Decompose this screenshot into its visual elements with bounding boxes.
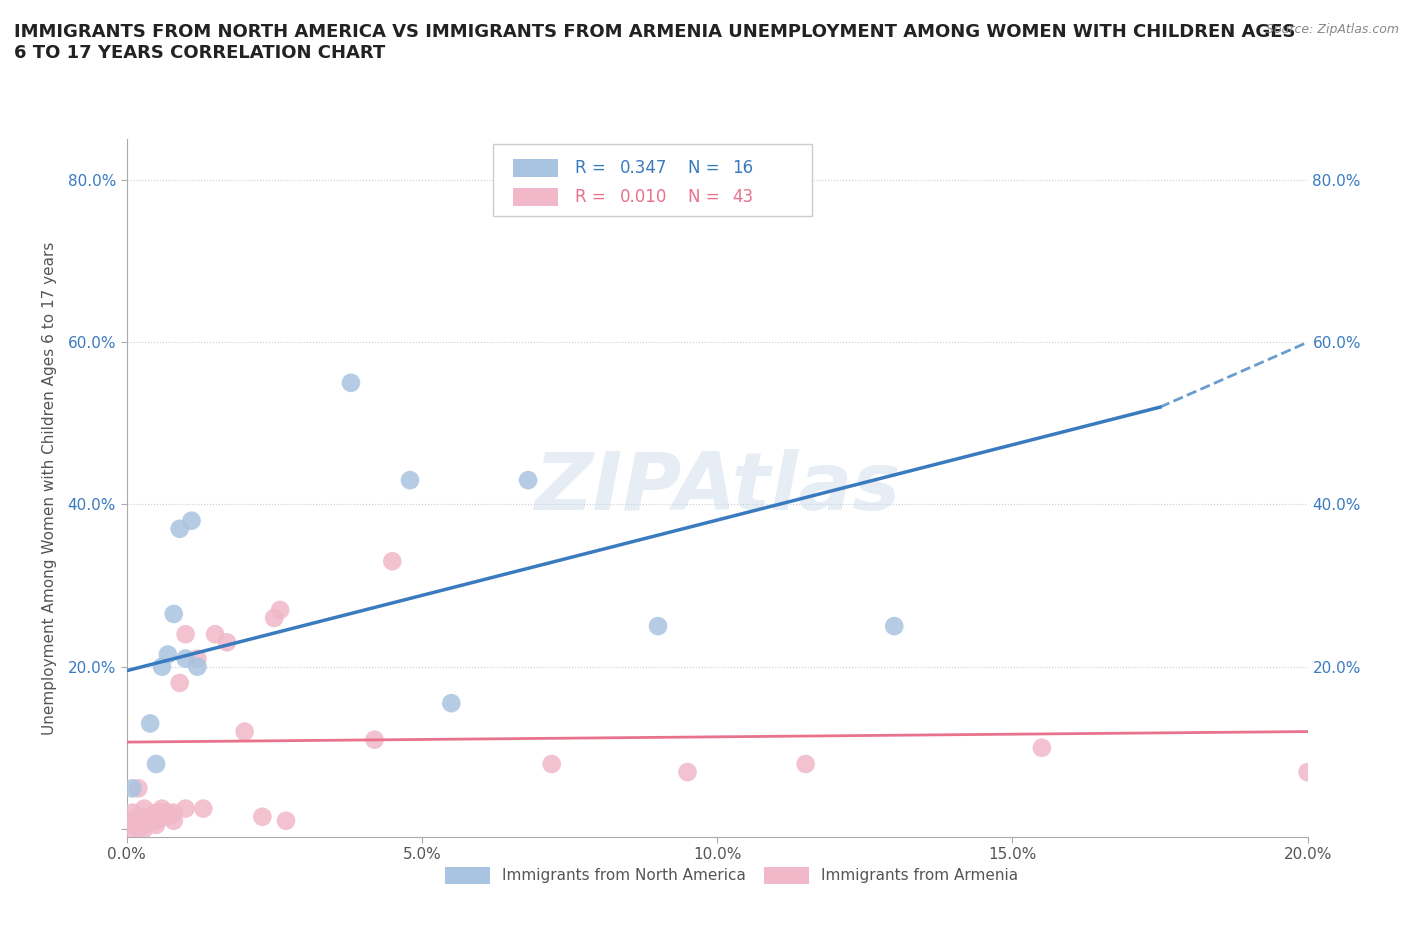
- Point: [145, 817, 167, 832]
- Point: [121, 781, 143, 796]
- Y-axis label: Unemployment Among Women with Children Ages 6 to 17 years: Unemployment Among Women with Children A…: [42, 242, 56, 735]
- Text: 43: 43: [733, 189, 754, 206]
- Point: [163, 814, 186, 829]
- FancyBboxPatch shape: [492, 144, 811, 217]
- Point: [174, 651, 197, 666]
- Point: [139, 809, 162, 824]
- Point: [340, 376, 363, 391]
- Point: [252, 809, 274, 824]
- Point: [139, 814, 162, 829]
- Point: [193, 801, 215, 816]
- Point: [156, 805, 179, 820]
- Point: [139, 716, 162, 731]
- Text: Source: ZipAtlas.com: Source: ZipAtlas.com: [1265, 23, 1399, 36]
- Point: [127, 781, 149, 796]
- FancyBboxPatch shape: [513, 188, 558, 206]
- Point: [150, 805, 173, 820]
- Point: [121, 821, 143, 836]
- Point: [1031, 740, 1053, 755]
- Point: [186, 659, 208, 674]
- Point: [169, 675, 191, 690]
- Point: [134, 817, 156, 832]
- Point: [399, 472, 422, 487]
- Text: 16: 16: [733, 159, 754, 177]
- Text: 0.347: 0.347: [620, 159, 668, 177]
- Point: [269, 603, 291, 618]
- Text: IMMIGRANTS FROM NORTH AMERICA VS IMMIGRANTS FROM ARMENIA UNEMPLOYMENT AMONG WOME: IMMIGRANTS FROM NORTH AMERICA VS IMMIGRA…: [14, 23, 1295, 62]
- Text: N =: N =: [688, 159, 724, 177]
- Point: [145, 757, 167, 772]
- Text: Immigrants from North America: Immigrants from North America: [502, 868, 747, 883]
- Text: R =: R =: [575, 159, 612, 177]
- Point: [363, 732, 385, 747]
- Point: [440, 696, 463, 711]
- Text: 0.010: 0.010: [620, 189, 668, 206]
- Point: [174, 627, 197, 642]
- Point: [127, 821, 149, 836]
- Point: [163, 606, 186, 621]
- Point: [233, 724, 256, 739]
- Point: [1296, 764, 1319, 779]
- Point: [676, 764, 699, 779]
- Point: [134, 801, 156, 816]
- Point: [180, 513, 202, 528]
- Point: [186, 651, 208, 666]
- Point: [381, 553, 404, 568]
- Point: [274, 814, 297, 829]
- Point: [121, 817, 143, 832]
- FancyBboxPatch shape: [765, 867, 810, 884]
- Point: [145, 805, 167, 820]
- Text: R =: R =: [575, 189, 612, 206]
- Point: [263, 611, 285, 626]
- Point: [204, 627, 226, 642]
- Point: [127, 809, 149, 824]
- Point: [134, 814, 156, 829]
- Point: [163, 805, 186, 820]
- Point: [121, 805, 143, 820]
- Point: [145, 814, 167, 829]
- Point: [150, 809, 173, 824]
- Point: [647, 618, 669, 633]
- Point: [121, 814, 143, 829]
- Text: ZIPAtlas: ZIPAtlas: [534, 449, 900, 527]
- Point: [540, 757, 562, 772]
- Point: [156, 809, 179, 824]
- Point: [174, 801, 197, 816]
- FancyBboxPatch shape: [513, 159, 558, 177]
- Point: [127, 817, 149, 832]
- Point: [156, 647, 179, 662]
- Point: [517, 472, 540, 487]
- Point: [883, 618, 905, 633]
- Point: [169, 522, 191, 537]
- Point: [794, 757, 817, 772]
- Point: [150, 659, 173, 674]
- FancyBboxPatch shape: [446, 867, 491, 884]
- Text: Immigrants from Armenia: Immigrants from Armenia: [821, 868, 1018, 883]
- Point: [215, 635, 238, 650]
- Point: [134, 821, 156, 836]
- Point: [150, 801, 173, 816]
- Text: N =: N =: [688, 189, 724, 206]
